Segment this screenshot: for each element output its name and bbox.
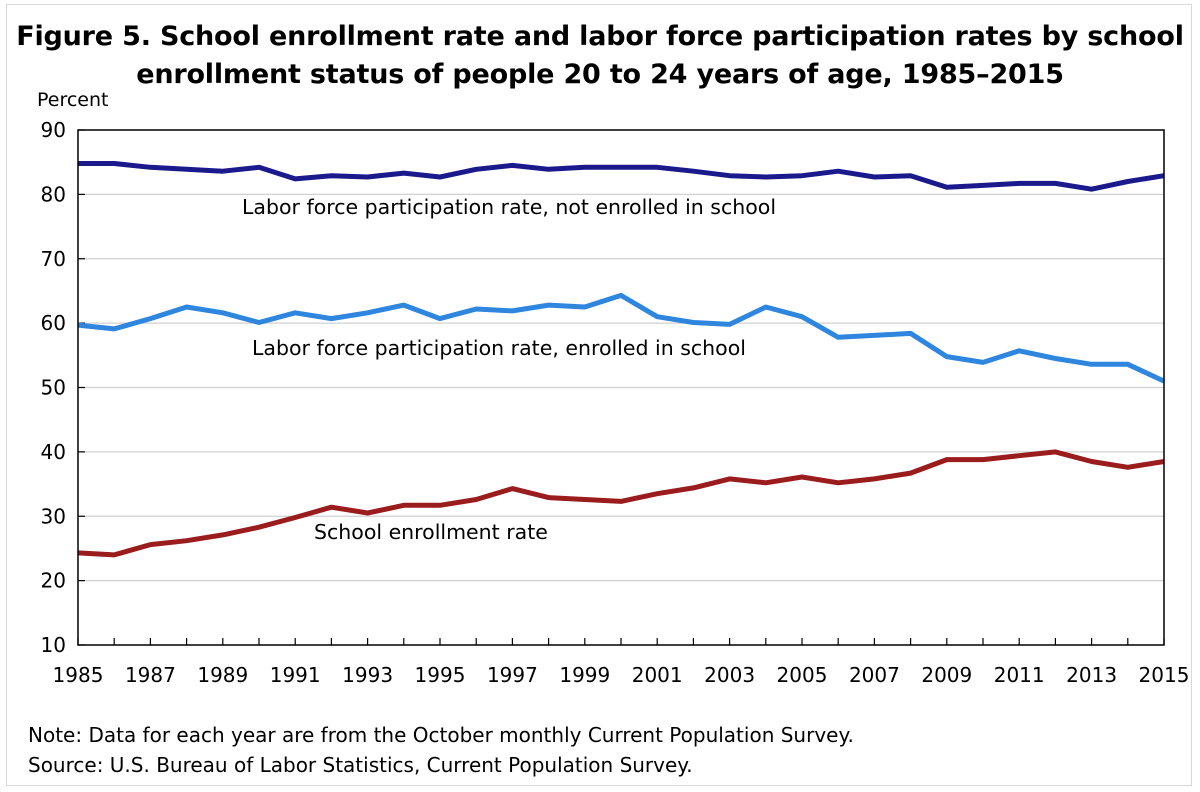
x-tick-label: 1985 <box>53 663 104 687</box>
y-tick-label: 60 <box>41 311 66 335</box>
x-tick-label: 2013 <box>1066 663 1117 687</box>
series-label-not-enrolled: Labor force participation rate, not enro… <box>242 195 776 219</box>
y-tick-label: 70 <box>41 247 66 271</box>
y-tick-labels: 10 20 30 40 50 60 70 80 90 <box>41 118 66 657</box>
y-tick-label: 10 <box>41 633 66 657</box>
y-tick-label: 50 <box>41 376 66 400</box>
y-tick-label: 30 <box>41 504 66 528</box>
chart-title-line-2: enrollment status of people 20 to 24 yea… <box>136 59 1064 90</box>
series-line-0 <box>78 161 1165 192</box>
y-tick-label: 20 <box>41 569 66 593</box>
x-tick-label: 1987 <box>125 663 176 687</box>
series-line-1 <box>77 292 1166 384</box>
x-tick-label: 2007 <box>849 663 900 687</box>
x-tick-label: 1991 <box>270 663 321 687</box>
chart-source: Source: U.S. Bureau of Labor Statistics,… <box>28 753 693 777</box>
x-tick-labels: 1985 1987 1989 1991 1993 1995 1997 1999 2001 2003… <box>53 663 1190 687</box>
x-tick-label: 2001 <box>632 663 683 687</box>
x-tick-label: 2009 <box>921 663 972 687</box>
y-tick-label: 90 <box>41 118 66 142</box>
x-tick-label: 1995 <box>415 663 466 687</box>
series-label-school-enrollment: School enrollment rate <box>314 520 548 544</box>
series-label-enrolled: Labor force participation rate, enrolled… <box>252 336 746 360</box>
y-axis-label: Percent <box>37 89 109 111</box>
chart-title-line-1: Figure 5. School enrollment rate and lab… <box>16 21 1184 52</box>
x-tick-label: 2003 <box>704 663 755 687</box>
figure-frame <box>6 4 1192 786</box>
chart-title: Figure 5. School enrollment rate and lab… <box>0 18 1200 94</box>
x-tick-label: 1997 <box>487 663 538 687</box>
series-lines <box>77 161 1166 558</box>
plot-area-border <box>77 129 1165 646</box>
y-tick-label: 40 <box>41 440 66 464</box>
series-line-2 <box>77 449 1165 558</box>
x-tick-label: 2005 <box>777 663 828 687</box>
x-tick-label: 2015 <box>1139 663 1190 687</box>
x-tick-label: 1999 <box>559 663 610 687</box>
x-tick-label: 1989 <box>197 663 248 687</box>
y-tick-label: 80 <box>41 182 66 206</box>
chart-note: Note: Data for each year are from the Oc… <box>28 723 854 747</box>
x-tick-label: 1993 <box>342 663 393 687</box>
x-tick-label: 2011 <box>994 663 1045 687</box>
